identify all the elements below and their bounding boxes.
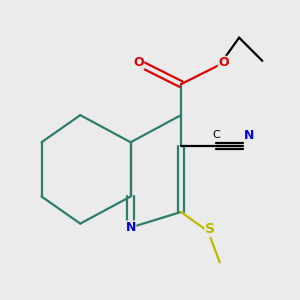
Text: S: S: [205, 222, 215, 236]
Text: O: O: [218, 56, 229, 69]
Text: C: C: [212, 130, 220, 140]
Text: N: N: [125, 221, 136, 234]
Text: N: N: [244, 129, 254, 142]
Text: O: O: [133, 56, 144, 69]
